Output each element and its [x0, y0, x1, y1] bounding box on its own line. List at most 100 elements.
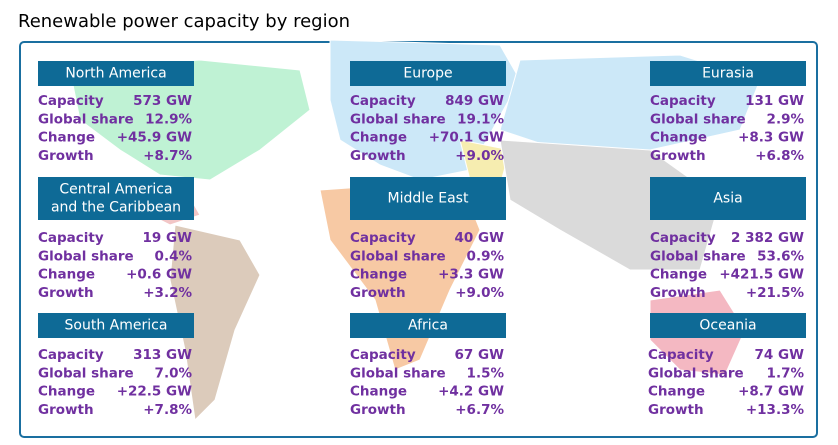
stat-value: +6.8%: [755, 148, 804, 164]
stat-value: +9.0%: [455, 285, 504, 301]
stat-value: 1.5%: [467, 365, 505, 381]
region-name: and the Caribbean: [51, 200, 181, 216]
stat-label: Global share: [38, 248, 134, 264]
stat-value: 2 382 GW: [731, 230, 804, 246]
stat-label: Change: [648, 384, 705, 400]
stat-label: Global share: [350, 111, 446, 127]
stat-value: 573 GW: [133, 93, 192, 109]
region: North America Capacity 573 GW Global share 1…: [38, 61, 194, 164]
stat-value: 74 GW: [755, 347, 805, 363]
region-header: [650, 61, 806, 86]
stat-value: +421.5 GW: [719, 267, 804, 283]
stat-value: 0.9%: [467, 248, 505, 264]
asia-shape: [499, 139, 721, 271]
stat-value: +8.7%: [143, 148, 192, 164]
region-name: Oceania: [699, 318, 756, 334]
stat-label: Global share: [648, 365, 744, 381]
region-name: Africa: [408, 318, 448, 334]
region: Eurasia Capacity 131 GW Global share 2.9% Cha…: [650, 61, 806, 164]
stat-label: Capacity: [650, 230, 716, 246]
region: Middle East Capacity 40 GW Global share 0.9%…: [350, 177, 506, 301]
stat-label: Growth: [38, 285, 94, 301]
stat-label: Growth: [38, 148, 94, 164]
region-name: Europe: [403, 66, 452, 82]
stat-value: +3.2%: [143, 285, 192, 301]
stat-label: Capacity: [38, 230, 104, 246]
stat-value: +0.6 GW: [126, 267, 192, 283]
stat-value: +3.3 GW: [438, 267, 504, 283]
region-name: Middle East: [388, 191, 469, 207]
stat-label: Global share: [350, 248, 446, 264]
region-name: Central America: [59, 182, 172, 198]
stat-label: Growth: [350, 285, 406, 301]
stat-label: Global share: [38, 365, 134, 381]
stat-value: +22.5 GW: [117, 384, 192, 400]
stat-label: Capacity: [350, 230, 416, 246]
stat-label: Change: [650, 267, 707, 283]
region: Oceania Capacity 74 GW Global share 1.7% Chan…: [648, 313, 806, 418]
stat-value: +9.0%: [455, 148, 504, 164]
stat-value: 19.1%: [457, 111, 504, 127]
stat-label: Change: [38, 267, 95, 283]
stat-label: Change: [350, 384, 407, 400]
title: Renewable power capacity by region: [18, 11, 350, 32]
stat-value: +7.8%: [143, 402, 192, 418]
stat-value: +8.7 GW: [738, 384, 804, 400]
regions: North America Capacity 573 GW Global share 1…: [38, 61, 806, 418]
stat-value: +21.5%: [746, 285, 805, 301]
stat-value: +8.3 GW: [738, 130, 804, 146]
region-header: [350, 313, 506, 338]
stat-value: 2.9%: [767, 111, 805, 127]
stat-value: 313 GW: [133, 347, 192, 363]
stat-label: Growth: [350, 402, 406, 418]
stat-value: 40 GW: [455, 230, 505, 246]
stat-label: Capacity: [350, 93, 416, 109]
stat-label: Growth: [38, 402, 94, 418]
region-name: South America: [65, 318, 168, 334]
region-header: [350, 61, 506, 86]
stat-value: +6.7%: [455, 402, 504, 418]
region-name: Asia: [713, 191, 742, 207]
region: South America Capacity 313 GW Global share 7…: [38, 313, 194, 418]
region: Asia Capacity 2 382 GW Global share 53.6% Cha…: [650, 177, 806, 301]
region-name: Eurasia: [702, 66, 754, 82]
stat-value: 7.0%: [155, 365, 193, 381]
stat-label: Capacity: [38, 93, 104, 109]
stat-label: Growth: [350, 148, 406, 164]
stat-label: Global share: [650, 248, 746, 264]
stat-value: +70.1 GW: [429, 130, 504, 146]
stat-label: Global share: [650, 111, 746, 127]
stat-label: Capacity: [350, 347, 416, 363]
region: Africa Capacity 67 GW Global share 1.5% Chang…: [350, 313, 506, 418]
stat-value: 849 GW: [445, 93, 504, 109]
stat-label: Growth: [650, 148, 706, 164]
stat-value: 67 GW: [455, 347, 505, 363]
stat-value: +45.9 GW: [117, 130, 192, 146]
region: Europe Capacity 849 GW Global share 19.1% Cha…: [350, 61, 506, 164]
stat-label: Change: [350, 267, 407, 283]
region-header: [650, 313, 806, 338]
stat-label: Global share: [350, 365, 446, 381]
region-header: [350, 177, 506, 220]
stat-value: 12.9%: [145, 111, 192, 127]
stat-label: Global share: [38, 111, 134, 127]
region-header: [38, 313, 194, 338]
stat-label: Capacity: [38, 347, 104, 363]
stat-value: +4.2 GW: [438, 384, 504, 400]
stat-label: Capacity: [650, 93, 716, 109]
stat-label: Growth: [648, 402, 704, 418]
stat-label: Change: [650, 130, 707, 146]
stat-label: Change: [38, 130, 95, 146]
stat-value: 0.4%: [155, 248, 193, 264]
stat-label: Growth: [650, 285, 706, 301]
stat-value: 131 GW: [745, 93, 804, 109]
region-name: North America: [65, 66, 166, 82]
region-header: [650, 177, 806, 220]
stat-label: Change: [38, 384, 95, 400]
stat-value: 53.6%: [757, 248, 804, 264]
stat-label: Capacity: [648, 347, 714, 363]
stat-value: 1.7%: [767, 365, 805, 381]
region: Central America and the Caribbean Capacity…: [38, 177, 194, 301]
region-header: [38, 177, 194, 220]
